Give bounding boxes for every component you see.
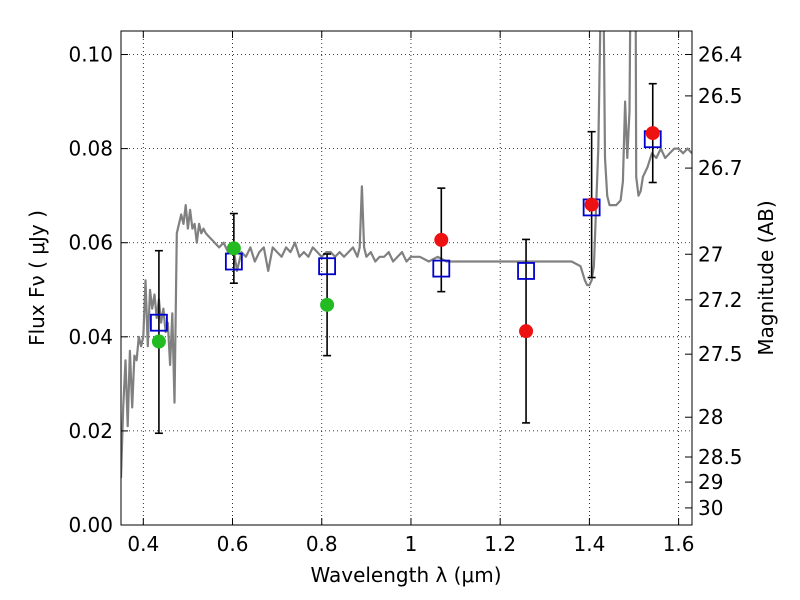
y2-tick-label: 29	[698, 470, 723, 494]
y-tick-label: 0.00	[68, 513, 113, 537]
x-axis-title: Wavelength λ (μm)	[310, 563, 501, 587]
y2-tick-label: 26.4	[698, 42, 743, 66]
y2-tick-label: 27.5	[698, 342, 743, 366]
y2-tick-label: 26.5	[698, 84, 743, 108]
plot-frame	[120, 30, 693, 526]
y-tick-label: 0.08	[68, 137, 113, 161]
model-square	[517, 262, 535, 280]
model-square	[318, 257, 336, 276]
observed-optical-point	[226, 241, 241, 256]
grid-lines	[121, 31, 692, 526]
observed-nir-point	[645, 126, 660, 141]
y-tick-label: 0.02	[68, 419, 113, 443]
x-tick-label: 1	[405, 532, 418, 556]
plot-area	[121, 31, 692, 479]
y2-tick-label: 28.5	[698, 445, 743, 469]
x-tick-label: 0.4	[127, 532, 159, 556]
y-tick-label: 0.06	[68, 231, 113, 255]
spectrum-line	[121, 31, 692, 479]
x-tick-label: 0.6	[217, 532, 249, 556]
y2-axis-title: Magnitude (AB)	[754, 200, 778, 355]
observed-nir-point	[584, 197, 599, 212]
y2-tick-label: 30	[698, 496, 723, 520]
axis-ticks: 0.4 0.6 0.8 1 1.2 1.4 1.6 0.00 0.02 0.04 0.06 0.08 0…	[68, 31, 743, 556]
model-square	[150, 313, 168, 332]
y2-tick-label: 26.7	[698, 156, 743, 180]
observed-optical-point	[151, 334, 166, 349]
model-square	[432, 259, 451, 278]
observed-optical-point	[320, 297, 335, 312]
y2-tick-label: 28	[698, 405, 723, 429]
x-tick-label: 1.6	[663, 532, 695, 556]
observed-nir-point	[434, 232, 449, 247]
y2-tick-label: 27	[698, 242, 723, 266]
y-tick-label: 0.04	[68, 325, 113, 349]
x-tick-label: 1.4	[573, 532, 605, 556]
y-axis-title: Flux Fν ( μJy )	[25, 210, 49, 346]
x-tick-label: 0.8	[306, 532, 338, 556]
y-tick-label: 0.10	[68, 43, 113, 67]
x-tick-label: 1.2	[484, 532, 516, 556]
y2-tick-label: 27.2	[698, 288, 743, 312]
observed-nir-point	[519, 324, 534, 339]
